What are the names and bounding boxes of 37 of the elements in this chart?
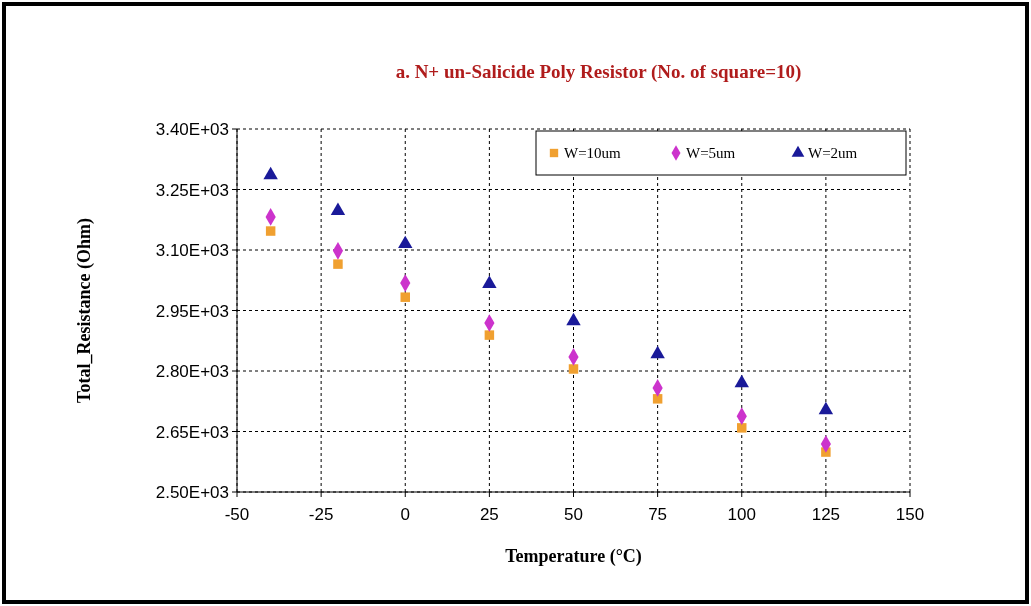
x-tick-label: -25 [308,505,334,524]
legend-label: W=10um [564,145,622,161]
y-tick-label: 2.50E+03 [155,483,229,502]
y-tick-label: 2.80E+03 [155,362,229,381]
point [734,374,749,388]
point [400,292,410,302]
x-tick-label: 75 [648,505,668,524]
chart-title: a. N+ un-Salicide Poly Resistor (No. of square=10) [395,61,802,83]
legend-label: W=5um [686,145,736,161]
point [398,235,413,249]
y-tick-label: 3.10E+03 [155,241,229,260]
point [265,226,276,236]
x-axis-title: Temperature (°C) [505,546,642,567]
y-axis-title: Total_Resistance (Ohm) [74,218,95,403]
point [333,259,343,269]
point [330,202,346,216]
y-tick-label: 3.25E+03 [155,180,229,200]
y-tick-label: 2.95E+03 [155,301,229,321]
point [818,401,834,415]
point [652,394,663,404]
point [484,330,495,340]
legend-label: W=2um [808,145,858,161]
point [568,364,579,374]
point [263,166,278,180]
x-tick-label: 25 [479,505,499,524]
x-tick-label: -50 [224,505,250,524]
x-tick-label: 125 [811,505,841,524]
point [566,312,581,326]
point [737,423,747,433]
x-tick-label: 50 [564,505,583,524]
y-tick-label: 3.40E+03 [155,120,229,139]
x-tick-label: 150 [895,505,925,524]
y-tick-label: 2.65E+03 [155,422,229,442]
x-tick-label: 0 [400,505,410,524]
point [650,345,665,359]
point [482,275,497,289]
x-tick-label: 100 [727,505,756,524]
